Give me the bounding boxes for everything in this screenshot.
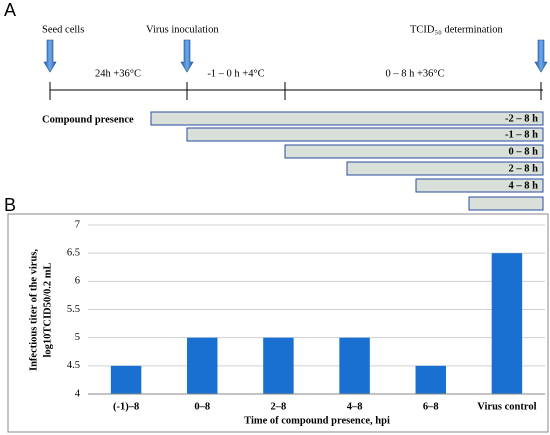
- timeline: [49, 82, 543, 100]
- x-tick-label: (-1)–8: [113, 401, 139, 412]
- x-tick-label: 0–8: [194, 401, 210, 412]
- phase-label: 24h +36°C: [95, 68, 141, 79]
- bar: [263, 337, 294, 394]
- bar: [110, 365, 142, 394]
- bar-label: 0 – 8 h: [509, 146, 539, 157]
- event-label: TCID₅₀ determination: [410, 24, 504, 35]
- y-axis-title: Infectious titer of the virus,: [28, 249, 39, 371]
- bar-label: 2 – 8 h: [509, 163, 539, 174]
- y-tick-label: 7: [75, 219, 80, 230]
- y-axis-title: log10TCID50/0.2 mL: [42, 262, 53, 357]
- x-tick-label: 6–8: [423, 401, 439, 412]
- x-tick-label: 4–8: [347, 401, 363, 412]
- y-tick-label: 6.5: [67, 248, 80, 259]
- phase-label: 0 – 8 h +36°C: [385, 68, 444, 79]
- x-axis-title: Time of compound presence, hpi: [244, 415, 390, 426]
- event-label: Seed cells: [42, 24, 84, 35]
- bar: [415, 365, 446, 394]
- bar: [491, 253, 523, 394]
- x-tick-label: Virus control: [477, 401, 536, 412]
- chart-frame: [7, 213, 549, 433]
- x-tick-label: 2–8: [271, 401, 287, 412]
- y-tick-label: 5: [75, 332, 80, 343]
- panel-label: A: [4, 0, 16, 20]
- compound-label: Compound presence: [42, 114, 134, 125]
- y-tick-label: 4.5: [67, 360, 80, 371]
- bar: [339, 337, 370, 394]
- phase-label: -1 – 0 h +4°C: [207, 68, 264, 79]
- panel-label: B: [4, 195, 16, 215]
- event-label: Virus inoculation: [146, 24, 219, 35]
- arrows: [43, 39, 548, 73]
- bar-label: -2 – 8 h: [505, 113, 538, 124]
- y-tick-label: 6: [75, 276, 80, 287]
- bar-label: -1 – 8 h: [505, 129, 538, 140]
- y-tick-label: 4: [75, 388, 81, 399]
- bar-label: 4 – 8 h: [509, 180, 539, 191]
- compound-bars: [150, 111, 544, 211]
- y-tick-label: 5.5: [67, 304, 80, 315]
- bar: [187, 337, 218, 394]
